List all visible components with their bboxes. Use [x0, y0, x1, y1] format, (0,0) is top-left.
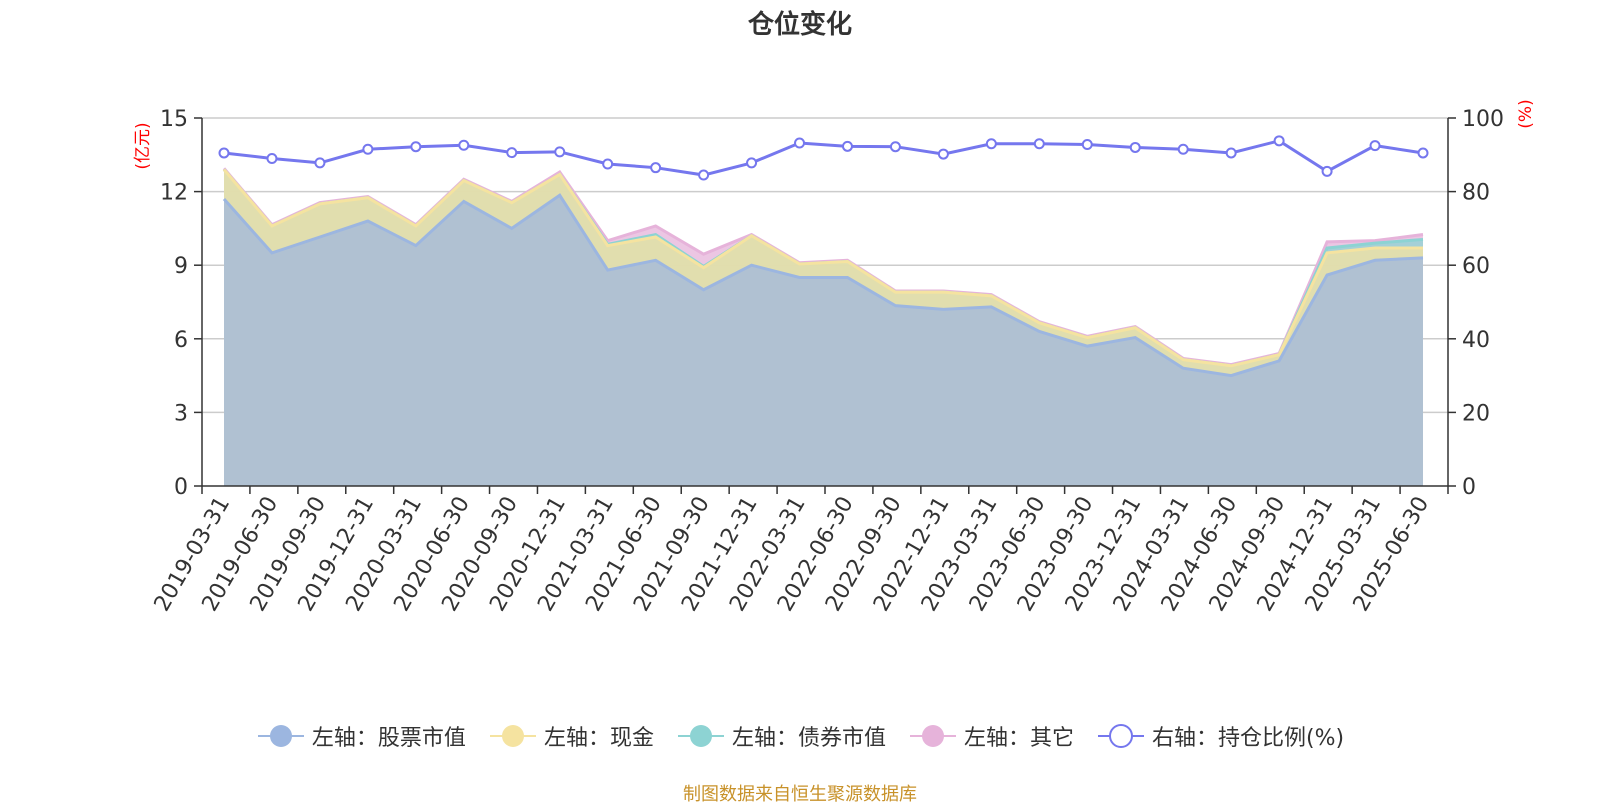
ratio-line: [218, 135, 1429, 181]
area-cash-edge: [222, 168, 1423, 368]
right-tick-label: 60: [1462, 254, 1490, 279]
ratio-point[interactable]: [1033, 138, 1045, 150]
data-source-note: 制图数据来自恒生聚源数据库: [683, 784, 917, 805]
ratio-point[interactable]: [889, 141, 901, 153]
ratio-point[interactable]: [1369, 140, 1381, 152]
ratio-point[interactable]: [1129, 141, 1141, 153]
right-axis-unit: (%): [1516, 99, 1536, 128]
legend-label: 左轴：其它: [963, 726, 1074, 751]
right-tick-label: 20: [1462, 401, 1490, 426]
right-tick-label: 0: [1462, 475, 1476, 500]
ratio-point[interactable]: [698, 169, 710, 181]
legend-label: 左轴：债券市值: [731, 726, 886, 751]
legend-label: 左轴：现金: [543, 726, 654, 751]
ratio-point[interactable]: [1273, 135, 1285, 147]
legend: 左轴：股票市值 左轴：现金 左轴：债券市值 左轴：其它 右轴：持仓比例(%): [0, 720, 1600, 752]
ratio-point[interactable]: [554, 146, 566, 158]
ratio-point[interactable]: [218, 147, 230, 159]
ratio-point[interactable]: [1081, 138, 1093, 150]
right-tick-label: 100: [1462, 107, 1504, 132]
ratio-point[interactable]: [458, 139, 470, 151]
ratio-point[interactable]: [746, 157, 758, 169]
ratio-point[interactable]: [602, 158, 614, 170]
right-tick-label: 80: [1462, 181, 1490, 206]
legend-item[interactable]: 左轴：债券市值: [676, 720, 886, 752]
legend-marker-icon: [1097, 724, 1144, 748]
ratio-point[interactable]: [266, 152, 278, 164]
ratio-point[interactable]: [841, 140, 853, 152]
left-tick-label: 15: [160, 107, 188, 132]
chart-title: 仓位变化: [747, 10, 852, 40]
ratio-point[interactable]: [985, 138, 997, 150]
legend-marker-icon: [257, 725, 304, 747]
ratio-point[interactable]: [362, 143, 374, 155]
ratio-line-path: [223, 139, 1424, 177]
legend-label: 右轴：持仓比例(%): [1151, 726, 1345, 751]
legend-marker-icon: [489, 725, 536, 747]
legend-item[interactable]: 左轴：股票市值: [256, 720, 466, 752]
ratio-point[interactable]: [1177, 143, 1189, 155]
ratio-point[interactable]: [506, 147, 518, 159]
left-tick-label: 3: [174, 401, 188, 426]
ratio-point[interactable]: [650, 162, 662, 174]
chart-canvas: 03691215020406080100(亿元)(%)2019-03-31201…: [133, 99, 1536, 615]
left-axis-unit: (亿元): [133, 122, 153, 169]
ratio-point[interactable]: [937, 148, 949, 160]
left-tick-label: 6: [174, 328, 188, 353]
legend-item[interactable]: 左轴：其它: [908, 720, 1074, 752]
area-stock-value-edge: [222, 193, 1424, 378]
legend-marker-icon: [677, 725, 724, 747]
left-tick-label: 0: [174, 475, 188, 500]
ratio-point[interactable]: [1225, 147, 1237, 159]
ratio-point[interactable]: [314, 157, 326, 169]
left-tick-label: 12: [160, 181, 188, 206]
legend-item[interactable]: 左轴：现金: [488, 720, 654, 752]
area-stock-value: [224, 195, 1423, 486]
ratio-point[interactable]: [794, 137, 806, 149]
left-tick-label: 9: [174, 254, 188, 279]
legend-label: 左轴：股票市值: [311, 726, 466, 751]
ratio-point[interactable]: [410, 141, 422, 153]
legend-marker-icon: [909, 725, 956, 747]
legend-item[interactable]: 右轴：持仓比例(%): [1096, 720, 1344, 752]
ratio-point[interactable]: [1321, 165, 1333, 177]
right-tick-label: 40: [1462, 328, 1490, 353]
stacked-areas: [222, 167, 1424, 486]
ratio-point[interactable]: [1417, 147, 1429, 159]
